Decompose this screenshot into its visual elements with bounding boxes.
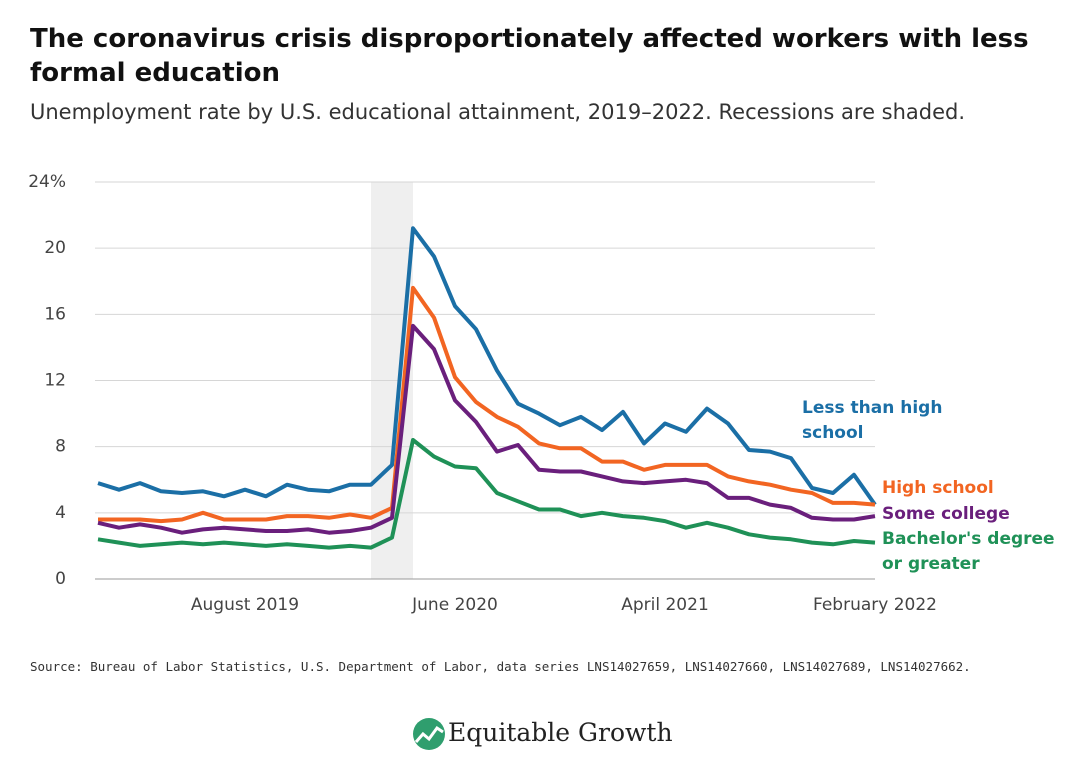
brand-name: Equitable Growth bbox=[448, 718, 673, 747]
series-label: Some college bbox=[882, 504, 1010, 524]
x-tick-label: June 2020 bbox=[411, 595, 498, 615]
y-tick-label: 24% bbox=[28, 172, 66, 192]
y-tick-label: 8 bbox=[55, 437, 66, 457]
y-tick-label: 20 bbox=[44, 238, 66, 258]
chart-title: The coronavirus crisis disproportionatel… bbox=[30, 24, 1029, 88]
y-tick-label: 12 bbox=[44, 371, 66, 391]
y-tick-label: 4 bbox=[55, 503, 66, 523]
source-note: Source: Bureau of Labor Statistics, U.S.… bbox=[30, 659, 971, 674]
series-line bbox=[98, 285, 876, 524]
series-label: Bachelor's degree or greater bbox=[882, 529, 1055, 574]
series-label: Less than high school bbox=[802, 398, 943, 443]
series-line bbox=[97, 438, 876, 550]
x-tick-label: April 2021 bbox=[621, 595, 709, 615]
logo-icon bbox=[413, 718, 445, 750]
y-tick-label: 0 bbox=[55, 569, 66, 589]
x-tick-label: February 2022 bbox=[813, 595, 937, 615]
x-tick-label: August 2019 bbox=[191, 595, 299, 615]
series-label: High school bbox=[882, 478, 994, 498]
series-line bbox=[97, 226, 877, 506]
y-tick-label: 16 bbox=[44, 304, 66, 324]
chart-subtitle: Unemployment rate by U.S. educational at… bbox=[30, 100, 966, 124]
series-line bbox=[97, 323, 876, 535]
